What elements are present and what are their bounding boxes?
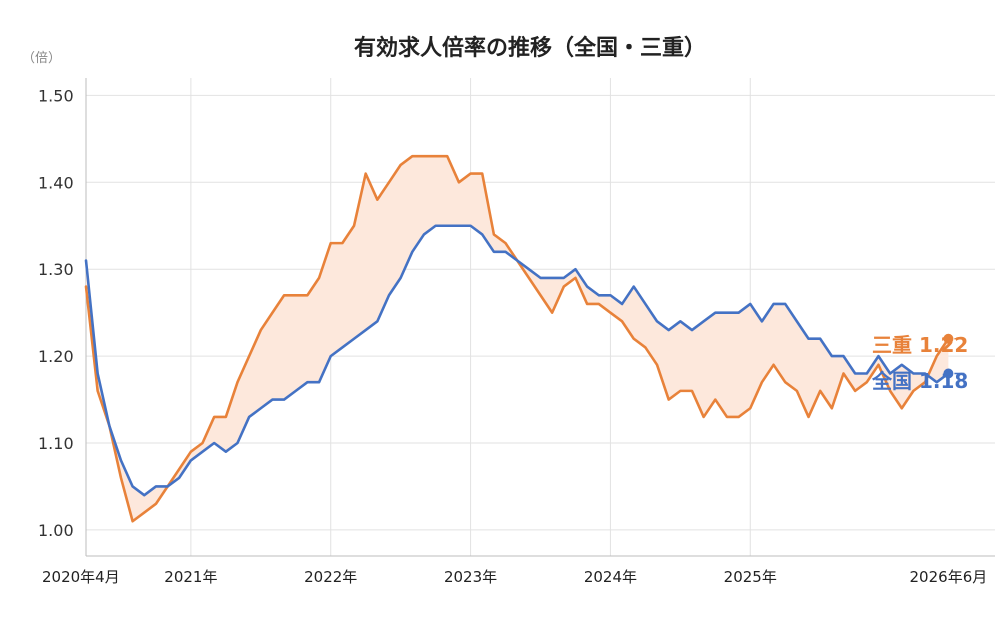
x-tick-label: 2022年 — [304, 568, 357, 586]
y-tick-label: 1.10 — [38, 434, 74, 453]
series-lines — [84, 154, 954, 523]
gridlines — [86, 78, 995, 556]
x-tick-label: 2020年4月 — [42, 568, 120, 586]
series-end-label-0: 三重 1.22 — [872, 333, 968, 357]
y-tick-label: 1.50 — [38, 86, 74, 105]
y-tick-label: 1.20 — [38, 347, 74, 366]
series-end-label-1: 全国 1.18 — [871, 369, 968, 393]
series-end-point-0 — [943, 333, 954, 344]
x-tick-label: 2026年6月 — [910, 568, 988, 586]
y-tick-label: 1.30 — [38, 260, 74, 279]
series-line-1 — [84, 224, 950, 497]
x-tick-label: 2024年 — [584, 568, 637, 586]
axes: 1.00 1.10 1.20 1.30 1.40 1.50 2020年4月 2021年 2022… — [38, 78, 995, 586]
y-tick-label: 1.00 — [38, 521, 74, 540]
x-tick-label: 2023年 — [444, 568, 497, 586]
series-end-point-1 — [943, 368, 954, 379]
end-labels: 三重 1.22 全国 1.18 — [871, 333, 968, 393]
x-tick-label: 2025年 — [724, 568, 777, 586]
y-axis-unit: （倍） — [22, 51, 61, 66]
gap-fill — [86, 156, 949, 522]
chart-title: 有効求人倍率の推移（全国・三重） — [354, 35, 706, 61]
series-gap-area — [86, 156, 949, 522]
x-tick-label: 2021年 — [164, 568, 217, 586]
y-tick-label: 1.40 — [38, 173, 74, 192]
